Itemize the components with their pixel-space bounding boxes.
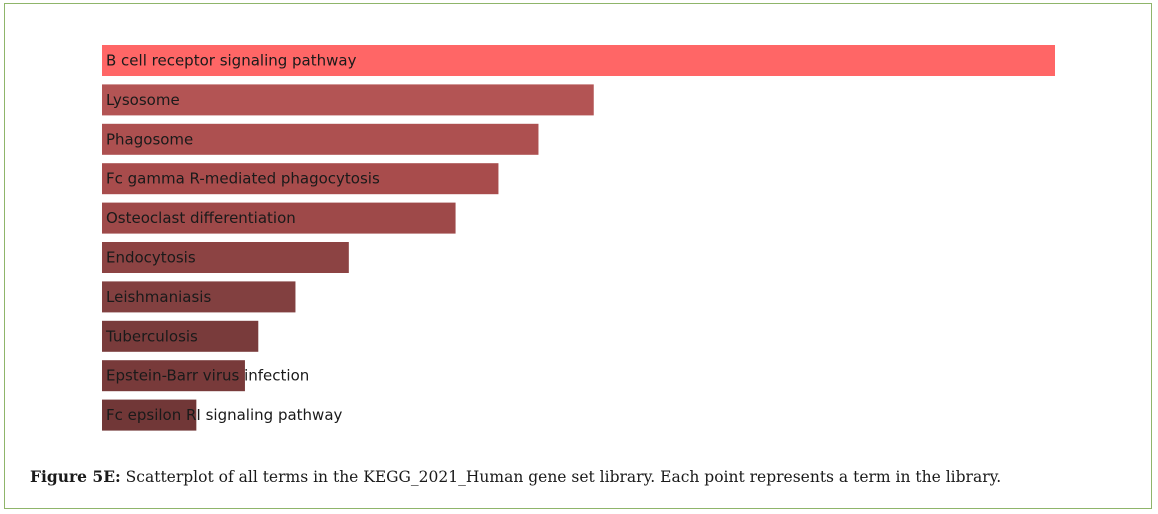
bar-1: [102, 84, 594, 116]
bar-4: [102, 202, 456, 234]
bar-8: [102, 360, 245, 392]
bar-9: [102, 399, 197, 431]
bar-6: [102, 281, 296, 313]
bar-label-0: B cell receptor signaling pathway: [106, 52, 357, 70]
bar-label-9: Fc epsilon RI signaling pathway: [106, 406, 343, 424]
bar-2: [102, 123, 539, 155]
caption-lead: Figure 5E:: [30, 467, 121, 486]
bar-label-1: Lysosome: [106, 91, 180, 109]
bar-label-4: Osteoclast differentiation: [106, 209, 296, 227]
caption-text: Scatterplot of all terms in the KEGG_202…: [120, 468, 1002, 486]
bar-label-6: Leishmaniasis: [106, 288, 211, 306]
bar-3: [102, 163, 499, 195]
bar-5: [102, 242, 349, 273]
figure-caption: Figure 5E: Scatterplot of all terms in t…: [30, 467, 1130, 486]
bar-7: [102, 320, 259, 352]
bar-label-5: Endocytosis: [106, 249, 196, 267]
bar-0: [102, 45, 1055, 76]
bar-chart: B cell receptor signaling pathway Lysosom…: [102, 45, 1055, 431]
bar-label-3: Fc gamma R-mediated phagocytosis: [106, 170, 380, 188]
bar-label-2: Phagosome: [106, 130, 193, 148]
bar-label-8: Epstein-Barr virus infection: [106, 367, 309, 385]
bar-label-7: Tuberculosis: [105, 327, 198, 345]
